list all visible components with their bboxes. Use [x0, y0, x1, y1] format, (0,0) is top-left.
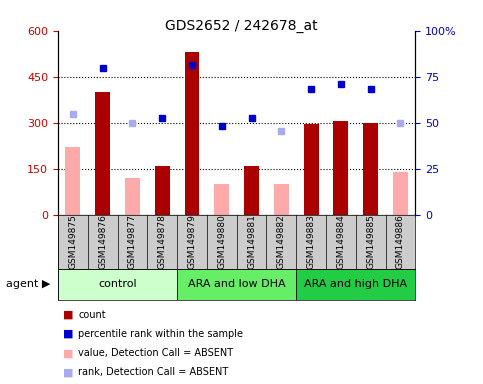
Bar	[58, 269, 177, 300]
Text: ARA and low DHA: ARA and low DHA	[188, 279, 285, 289]
Text: GSM149881: GSM149881	[247, 215, 256, 269]
Bar	[296, 269, 415, 300]
Bar	[155, 166, 170, 215]
Bar	[333, 121, 348, 215]
Text: value, Detection Call = ABSENT: value, Detection Call = ABSENT	[78, 348, 233, 358]
Bar	[214, 184, 229, 215]
Bar	[125, 178, 140, 215]
Text: GSM149882: GSM149882	[277, 215, 286, 269]
Text: GSM149879: GSM149879	[187, 215, 197, 269]
Text: GSM149877: GSM149877	[128, 215, 137, 269]
Text: GSM149878: GSM149878	[158, 215, 167, 269]
Text: GSM149885: GSM149885	[366, 215, 375, 269]
Text: GDS2652 / 242678_at: GDS2652 / 242678_at	[165, 19, 318, 33]
Bar	[95, 92, 110, 215]
Bar	[244, 166, 259, 215]
Text: GSM149883: GSM149883	[307, 215, 315, 269]
Bar	[177, 269, 296, 300]
Bar	[393, 172, 408, 215]
Text: control: control	[98, 279, 137, 289]
Text: GSM149884: GSM149884	[337, 215, 345, 269]
Text: agent ▶: agent ▶	[6, 279, 51, 289]
Bar	[363, 123, 378, 215]
Bar	[274, 184, 289, 215]
Bar	[185, 52, 199, 215]
Text: ■: ■	[63, 367, 73, 377]
Bar	[304, 124, 319, 215]
Text: GSM149886: GSM149886	[396, 215, 405, 269]
Text: count: count	[78, 310, 106, 320]
Text: ■: ■	[63, 329, 73, 339]
Text: percentile rank within the sample: percentile rank within the sample	[78, 329, 243, 339]
Text: GSM149875: GSM149875	[69, 215, 77, 269]
Text: GSM149880: GSM149880	[217, 215, 226, 269]
Bar	[65, 147, 80, 215]
Text: ■: ■	[63, 348, 73, 358]
Text: GSM149876: GSM149876	[98, 215, 107, 269]
Text: rank, Detection Call = ABSENT: rank, Detection Call = ABSENT	[78, 367, 228, 377]
Text: ARA and high DHA: ARA and high DHA	[304, 279, 407, 289]
Text: ■: ■	[63, 310, 73, 320]
